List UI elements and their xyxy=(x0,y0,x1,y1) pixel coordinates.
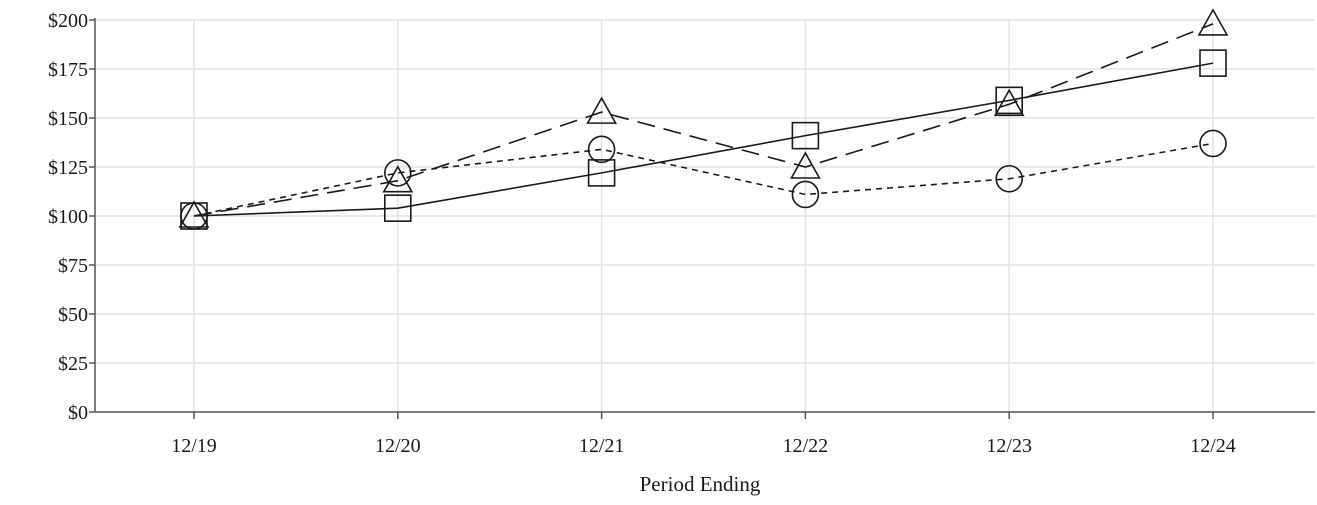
circle-marker xyxy=(995,164,1024,193)
square-marker xyxy=(791,121,820,150)
series-line-triangle xyxy=(193,23,1214,217)
y-tick-label: $200 xyxy=(48,10,88,32)
square-marker xyxy=(995,86,1024,115)
y-tick-label: $100 xyxy=(48,206,88,228)
x-tick-label: 12/19 xyxy=(171,435,217,457)
square-marker xyxy=(1199,49,1227,77)
square-marker xyxy=(587,159,616,187)
x-axis-title: Period Ending xyxy=(640,472,761,496)
triangle-marker xyxy=(382,165,414,193)
grid-layer xyxy=(95,19,1315,412)
y-tick-label: $125 xyxy=(48,157,88,179)
circle-marker xyxy=(1199,129,1227,158)
y-tick-label: $75 xyxy=(58,255,88,277)
triangle-marker xyxy=(790,151,821,179)
series-line-square xyxy=(193,62,1214,217)
x-tick-label: 12/22 xyxy=(783,435,829,457)
circle-marker xyxy=(587,135,616,164)
series-layer xyxy=(193,23,1214,217)
x-tick-label: 12/21 xyxy=(579,435,625,457)
triangle-marker xyxy=(178,200,210,228)
y-tick-label: $175 xyxy=(48,59,88,81)
circle-marker xyxy=(180,202,208,230)
x-tick-label: 12/23 xyxy=(986,435,1032,457)
label-layer: $0 $25 $50 $75 $100 $125 $150 $175 $200 12/19 12/2… xyxy=(48,10,1236,457)
circle-marker xyxy=(791,180,820,209)
y-tick-label: $0 xyxy=(68,402,88,424)
triangle-marker xyxy=(993,88,1025,117)
x-tick-label: 12/20 xyxy=(375,435,421,457)
series-line-circle xyxy=(193,142,1214,217)
y-tick-label: $25 xyxy=(58,353,88,375)
axis-layer xyxy=(89,18,1315,419)
marker-layer xyxy=(178,8,1229,230)
y-tick-label: $150 xyxy=(48,108,88,130)
x-tick-label: 12/24 xyxy=(1190,435,1236,457)
y-tick-label: $50 xyxy=(58,304,88,326)
square-marker xyxy=(383,194,412,222)
triangle-marker xyxy=(1197,8,1229,36)
triangle-marker xyxy=(586,96,617,124)
circle-marker xyxy=(383,159,412,187)
